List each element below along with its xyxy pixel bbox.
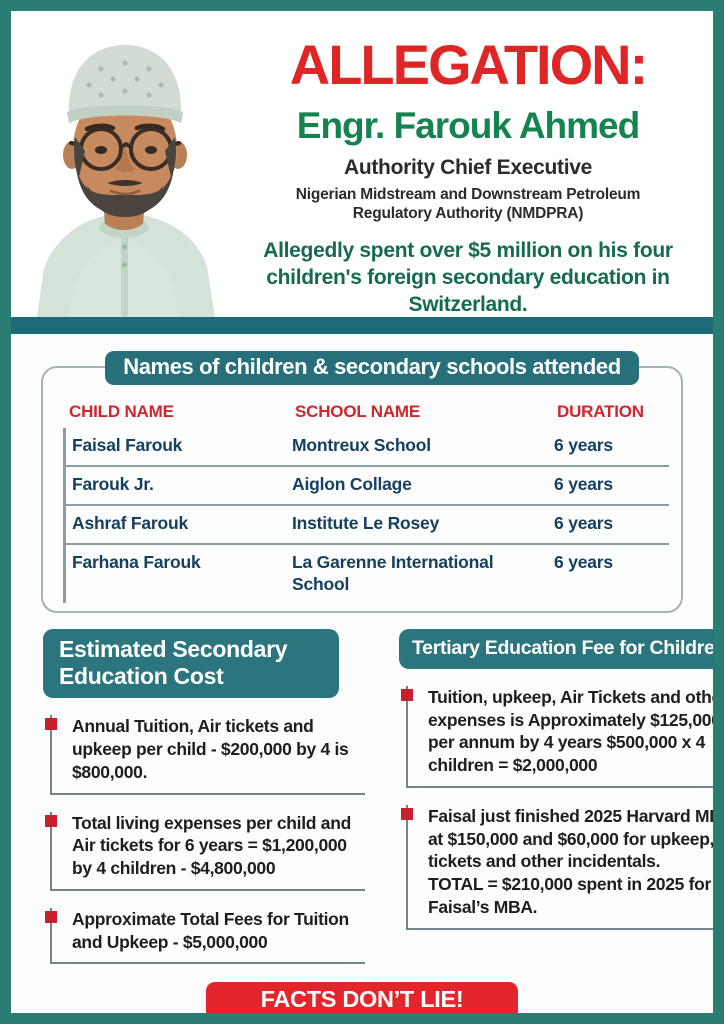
cell-child-name: Faisal Farouk <box>72 435 183 455</box>
cell-school-name: Institute Le Rosey <box>292 512 440 533</box>
bullet-square-icon <box>401 688 413 701</box>
column-header-duration: DURATION <box>557 402 644 421</box>
cost-item-text: Tuition, upkeep, Air Tickets and other e… <box>428 686 724 776</box>
cell-school-name: La Garenne International School <box>292 551 494 594</box>
person-organization: Nigerian Midstream and Downstream Petrol… <box>295 186 641 223</box>
schools-table-card: Names of children & secondary schools at… <box>41 351 683 614</box>
allegation-headline: ALLEGATION: <box>289 33 648 96</box>
table-row: Farhana Farouk La Garenne International … <box>63 544 669 604</box>
cost-item: Total living expenses per child and Air … <box>45 811 365 891</box>
cost-item-text: Faisal just finished 2025 Harvard MBA at… <box>428 805 724 872</box>
cell-child-name: Farhana Farouk <box>72 551 201 572</box>
bullet-square-icon <box>401 807 413 820</box>
bullet-square-icon <box>45 718 57 731</box>
bullet-square-icon <box>45 910 57 923</box>
portrait-photo <box>11 11 237 317</box>
teal-divider-band <box>11 317 713 334</box>
cell-child-name: Ashraf Farouk <box>72 512 189 533</box>
column-header-school-name: SCHOOL NAME <box>295 402 420 421</box>
cell-duration: 6 years <box>554 512 613 533</box>
cost-item-total: TOTAL = $210,000 spent in 2025 for Faisa… <box>428 874 712 917</box>
portrait-illustration <box>11 17 237 317</box>
schools-table-title: Names of children & secondary schools at… <box>105 351 639 385</box>
facts-banner: FACTS DON’T LIE! <box>206 982 518 1013</box>
person-name: Engr. Farouk Ahmed <box>296 105 640 146</box>
cell-duration: 6 years <box>554 435 613 455</box>
table-header-row: CHILD NAME SCHOOL NAME DURATION <box>57 394 669 428</box>
cost-item: Approximate Total Fees for Tuition and U… <box>45 907 365 965</box>
tertiary-fee-column: Tertiary Education Fee for Children Tuit… <box>399 629 724 964</box>
tertiary-fee-title: Tertiary Education Fee for Children <box>399 629 713 669</box>
table-row: Faisal Farouk Montreux School 6 years <box>63 428 669 467</box>
table-row: Ashraf Farouk Institute Le Rosey 6 years <box>63 505 669 545</box>
cost-item-text: Approximate Total Fees for Tuition and U… <box>72 908 349 952</box>
column-header-child-name: CHILD NAME <box>69 402 174 421</box>
cell-school-name: Montreux School <box>292 435 431 455</box>
secondary-cost-title: Estimated Secondary Education Cost <box>43 629 339 699</box>
person-role: Authority Chief Executive <box>343 156 593 179</box>
cell-duration: 6 years <box>554 551 613 572</box>
allegation-claim: Allegedly spent over $5 million on his f… <box>263 238 673 317</box>
cost-item: Annual Tuition, Air tickets and upkeep p… <box>45 715 365 795</box>
cost-item: Tuition, upkeep, Air Tickets and other e… <box>401 685 724 788</box>
secondary-cost-column: Estimated Secondary Education Cost Annua… <box>43 629 365 965</box>
cost-columns: Estimated Secondary Education Cost Annua… <box>43 629 713 965</box>
hero-text-block: ALLEGATION: Engr. Farouk Ahmed Authority… <box>237 11 713 317</box>
cell-child-name: Farouk Jr. <box>72 473 154 494</box>
hero-section: ALLEGATION: Engr. Farouk Ahmed Authority… <box>11 11 713 317</box>
cost-item: Faisal just finished 2025 Harvard MBA at… <box>401 804 724 930</box>
table-row: Farouk Jr. Aiglon Collage 6 years <box>63 466 669 506</box>
cost-item-text: Annual Tuition, Air tickets and upkeep p… <box>72 716 349 782</box>
bullet-square-icon <box>45 814 57 827</box>
cost-item-text: Total living expenses per child and Air … <box>72 812 351 879</box>
cell-duration: 6 years <box>554 473 613 494</box>
cell-school-name: Aiglon Collage <box>292 473 412 494</box>
